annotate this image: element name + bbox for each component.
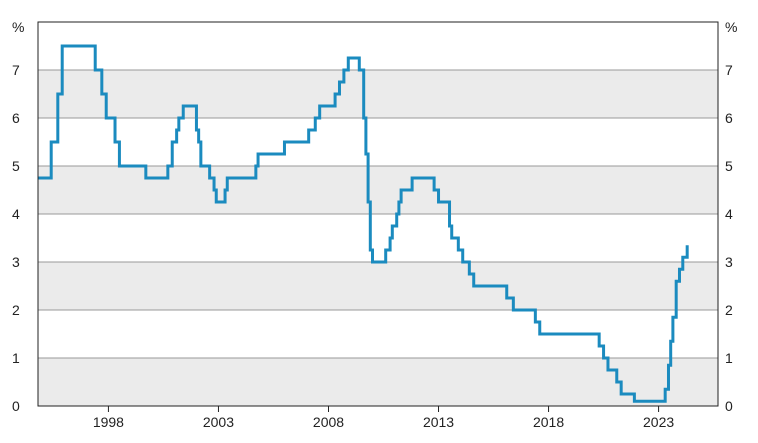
y-tick-label-left-2: 2	[12, 302, 20, 318]
y-tick-label-right-7: 7	[725, 62, 733, 78]
x-tick-label-2013: 2013	[423, 414, 454, 430]
y-axis-unit-right: %	[725, 19, 737, 35]
band-0-1	[38, 358, 718, 406]
y-tick-label-right-4: 4	[725, 206, 733, 222]
y-tick-label-right-1: 1	[725, 350, 733, 366]
y-tick-label-left-6: 6	[12, 110, 20, 126]
series-line	[38, 44, 689, 403]
y-tick-label-left-5: 5	[12, 158, 20, 174]
x-tick-label-2008: 2008	[313, 414, 344, 430]
band-6-7	[38, 70, 718, 118]
band-layer	[38, 70, 718, 406]
y-tick-label-right-2: 2	[725, 302, 733, 318]
y-tick-label-left-7: 7	[12, 62, 20, 78]
y-tick-label-left-1: 1	[12, 350, 20, 366]
x-tick-label-2018: 2018	[533, 414, 564, 430]
band-4-5	[38, 166, 718, 214]
plot-frame	[37, 21, 719, 407]
y-tick-label-right-3: 3	[725, 254, 733, 270]
y-tick-label-right-6: 6	[725, 110, 733, 126]
x-tick-label-1998: 1998	[93, 414, 124, 430]
y-tick-label-left-4: 4	[12, 206, 20, 222]
y-tick-label-right-5: 5	[725, 158, 733, 174]
x-tick-label-2003: 2003	[203, 414, 234, 430]
band-2-3	[38, 262, 718, 310]
y-tick-label-left-3: 3	[12, 254, 20, 270]
tick-label-layer: 0 0 1 1 2 2 3 3 4 4 5 5 6 6 7 7 1998 2003 2008 2013 2018 2023	[12, 62, 733, 430]
y-axis-unit-left: %	[12, 19, 24, 35]
y-tick-label-right-0: 0	[725, 398, 733, 414]
y-tick-label-left-0: 0	[12, 398, 20, 414]
x-tick-label-2023: 2023	[643, 414, 674, 430]
